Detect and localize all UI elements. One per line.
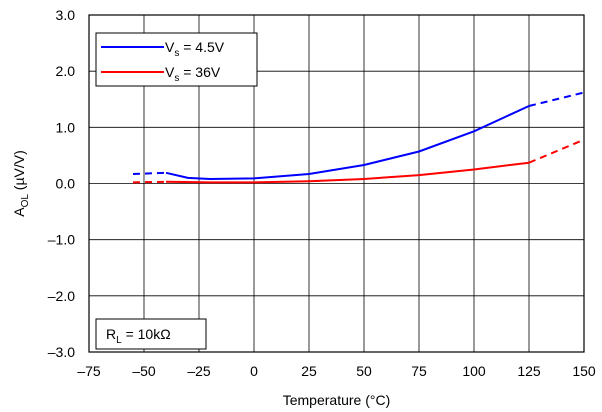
y-axis-label-rest: (µV/V): [11, 150, 27, 194]
y-tick-label: 2.0: [56, 63, 76, 79]
legend-label-vs-4-5v-sub: s: [174, 48, 179, 59]
legend-label-vs-36v-main: V: [165, 64, 175, 80]
x-tick-label: –75: [77, 363, 101, 379]
rl-annotation-box: [95, 318, 207, 350]
rl-annotation-rest: = 10kΩ: [122, 326, 171, 342]
x-tick-label: 150: [572, 363, 596, 379]
legend-label-vs-4-5v: Vs = 4.5V: [165, 39, 225, 59]
x-axis-label: Temperature (°C): [283, 392, 391, 408]
y-tick-label: 0.0: [56, 176, 76, 192]
y-tick-label: –1.0: [48, 232, 75, 248]
x-tick-label: 0: [250, 363, 258, 379]
rl-annotation-main: R: [106, 326, 116, 342]
series-layer: [132, 91, 585, 184]
legend-label-vs-36v-rest: = 36V: [179, 64, 221, 80]
x-tick-label: 25: [301, 363, 317, 379]
series-dashed-vs-36v: [132, 180, 167, 184]
y-tick-label: –2.0: [48, 288, 75, 304]
rl-annotation-label: RL = 10kΩ: [106, 326, 171, 346]
y-tick-label: –3.0: [48, 344, 75, 360]
y-tick-label: 3.0: [56, 7, 76, 23]
y-tick-labels: 3.0 2.0 1.0 0.0 –1.0 –2.0 –3.0: [48, 7, 75, 360]
series-line-vs-4-5v: [165, 105, 530, 180]
x-tick-labels: –75 –50 –25 0 25 50 75 100 125 150: [77, 363, 596, 379]
y-tick-label: 1.0: [56, 119, 76, 135]
series-dashed-vs-4-5v: [528, 91, 585, 107]
legend-box: [95, 32, 258, 87]
x-tick-label: 50: [356, 363, 372, 379]
series-dashed-vs-4-5v: [132, 171, 167, 175]
rl-annotation-sub: L: [116, 335, 122, 346]
x-tick-label: –50: [132, 363, 156, 379]
legend-label-vs-4-5v-rest: = 4.5V: [179, 39, 224, 55]
y-axis-label: AOL (µV/V): [11, 150, 31, 217]
x-tick-label: 75: [411, 363, 427, 379]
y-axis-label-main: A: [11, 207, 27, 217]
legend: Vs = 4.5V Vs = 36V: [95, 32, 258, 87]
series-line-vs-36v: [165, 161, 530, 184]
y-axis-label-sub: OL: [20, 194, 31, 208]
legend-label-vs-36v: Vs = 36V: [165, 64, 221, 84]
x-tick-label: 100: [462, 363, 486, 379]
x-tick-label: –25: [187, 363, 211, 379]
legend-label-vs-36v-sub: s: [174, 73, 179, 84]
plot-frame: [88, 14, 585, 353]
x-tick-label: 125: [517, 363, 541, 379]
legend-label-vs-4-5v-main: V: [165, 39, 175, 55]
series-dashed-vs-36v: [528, 138, 585, 164]
rl-annotation: RL = 10kΩ: [95, 318, 207, 350]
